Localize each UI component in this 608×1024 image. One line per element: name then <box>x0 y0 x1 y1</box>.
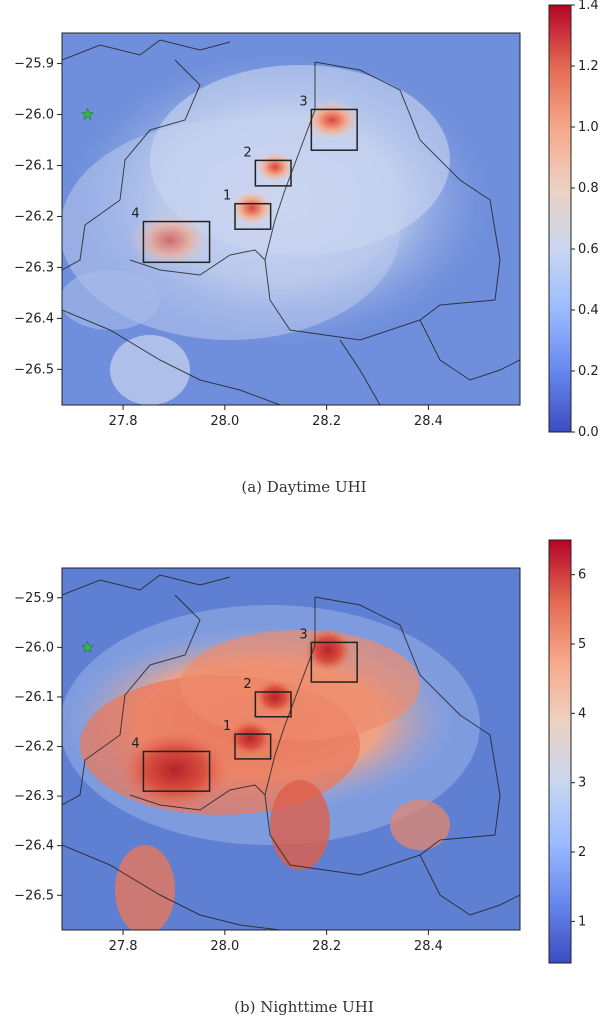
nighttime-y-tick-label: −26.2 <box>14 740 54 755</box>
nighttime-y-tick-label: −26.1 <box>14 690 54 705</box>
daytime-colorbar-tick-label: 0.0 <box>578 425 599 440</box>
daytime-y-tick-label: −26.2 <box>14 209 54 224</box>
nighttime-region-label-1: 1 <box>223 719 231 734</box>
daytime-map-frame <box>61 32 521 406</box>
daytime-colorbar-tick-label: 1.2 <box>578 59 599 74</box>
nighttime-caption: (b) Nighttime UHI <box>234 998 374 1016</box>
nighttime-x-tick-label: 28.2 <box>312 939 341 954</box>
nighttime-green-star-icon <box>80 640 94 653</box>
nighttime-x-tick-label: 28.4 <box>414 939 443 954</box>
daytime-y-tick-label: −26.5 <box>14 362 54 377</box>
daytime-colorbar-tick-label: 1.0 <box>578 120 599 135</box>
nighttime-x-tick-label: 27.8 <box>109 939 138 954</box>
nighttime-colorbar-tick-label: 2 <box>578 845 586 860</box>
daytime-x-tick-label: 27.8 <box>109 414 138 429</box>
daytime-colorbar-tick-label: 0.8 <box>578 181 599 196</box>
daytime-region-box-2 <box>254 159 292 187</box>
daytime-uhi-map <box>62 33 520 405</box>
daytime-colorbar-tick-label: 1.4 <box>578 0 599 13</box>
daytime-colorbar-tick-label: 0.4 <box>578 303 599 318</box>
daytime-region-box-3 <box>310 108 358 151</box>
nighttime-x-tick-label: 28.0 <box>210 939 239 954</box>
daytime-y-tick-label: −26.0 <box>14 108 54 123</box>
nighttime-y-tick-label: −26.4 <box>14 839 54 854</box>
daytime-x-tick-label: 28.2 <box>312 414 341 429</box>
daytime-region-label-2: 2 <box>243 145 251 160</box>
nighttime-region-label-2: 2 <box>243 677 251 692</box>
nighttime-colorbar <box>548 539 572 964</box>
nighttime-region-box-2 <box>254 691 292 718</box>
daytime-green-star-icon <box>80 107 94 121</box>
daytime-figure: 1 2 3 4 27.8 28.0 28.2 28.4 −25.9 −26.0 −26.1 −26.2… <box>14 0 599 440</box>
nighttime-region-label-3: 3 <box>299 627 307 642</box>
daytime-region-label-4: 4 <box>131 207 139 222</box>
nighttime-uhi-map <box>62 568 520 930</box>
nighttime-colorbar-tick-label: 4 <box>578 706 586 721</box>
nighttime-y-tick-label: −26.5 <box>14 888 54 903</box>
panel-nighttime: 1 2 3 4 27.8 28.0 28.2 28.4 −25.9 −26.0 −26.1 −26.2… <box>0 505 608 1024</box>
daytime-colorbar <box>548 4 572 433</box>
nighttime-y-tick-label: −25.9 <box>14 591 54 606</box>
daytime-region-label-1: 1 <box>223 189 231 204</box>
daytime-colorbar-tick-label: 0.6 <box>578 242 599 257</box>
daytime-region-label-3: 3 <box>299 94 307 109</box>
daytime-x-tick-label: 28.0 <box>210 414 239 429</box>
nighttime-region-box-1 <box>234 733 272 760</box>
daytime-region-box-4 <box>142 220 211 264</box>
nighttime-region-box-4 <box>142 750 211 792</box>
daytime-y-tick-label: −26.1 <box>14 158 54 173</box>
daytime-y-tick-label: −25.9 <box>14 57 54 72</box>
daytime-y-tick-label: −26.4 <box>14 311 54 326</box>
nighttime-map-frame <box>61 567 521 931</box>
nighttime-figure: 1 2 3 4 27.8 28.0 28.2 28.4 −25.9 −26.0 −26.1 −26.2… <box>14 539 586 964</box>
nighttime-y-tick-label: −26.3 <box>14 789 54 804</box>
nighttime-colorbar-tick-label: 3 <box>578 776 586 791</box>
daytime-caption: (a) Daytime UHI <box>241 478 367 496</box>
daytime-y-tick-label: −26.3 <box>14 260 54 275</box>
nighttime-region-box-3 <box>310 641 358 683</box>
daytime-x-tick-label: 28.4 <box>414 414 443 429</box>
nighttime-colorbar-tick-label: 6 <box>578 568 586 583</box>
nighttime-region-label-4: 4 <box>131 736 139 751</box>
nighttime-y-tick-label: −26.0 <box>14 640 54 655</box>
nighttime-colorbar-tick-label: 5 <box>578 637 586 652</box>
nighttime-colorbar-tick-label: 1 <box>578 914 586 929</box>
daytime-colorbar-tick-label: 0.2 <box>578 364 599 379</box>
daytime-region-box-1 <box>234 202 272 230</box>
panel-daytime: 1 2 3 4 27.8 28.0 28.2 28.4 −25.9 −26.0 −26.1 −26.2… <box>0 0 608 505</box>
